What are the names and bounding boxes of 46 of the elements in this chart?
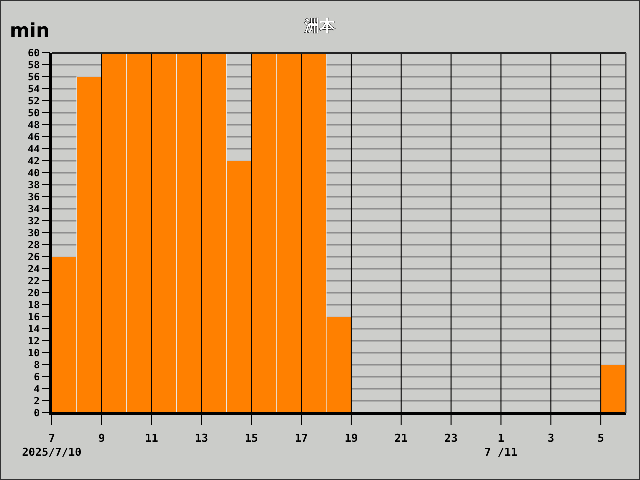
y-tick-label: 32 [28,216,40,228]
x-tick-label: 17 [294,432,308,445]
y-tick-label: 38 [28,180,40,192]
y-tick-label: 4 [34,384,40,396]
chart-title: 洲本 [304,17,336,35]
y-tick-label: 26 [28,252,40,264]
y-axis-title: min [10,20,50,42]
y-tick-label: 42 [28,156,40,168]
y-tick-label: 50 [28,108,40,120]
y-tick-label: 48 [28,120,40,132]
x-tick-label: 21 [394,432,408,445]
x-tick-label: 15 [245,432,258,445]
y-tick-label: 6 [34,372,40,384]
y-tick-label: 18 [28,300,40,312]
x-tick-label: 3 [548,432,554,445]
y-tick-label: 2 [34,396,40,408]
y-tick-label: 8 [34,360,40,372]
x-tick-label: 23 [444,432,458,445]
y-tick-label: 28 [28,240,40,252]
y-tick-label: 40 [28,168,40,180]
y-tick-label: 24 [28,264,40,276]
y-tick-label: 60 [28,48,40,60]
y-tick-label: 58 [28,60,40,72]
x-tick-label: 13 [195,432,208,445]
x-tick-label: 19 [344,432,358,445]
y-tick-label: 54 [28,84,40,96]
y-tick-label: 22 [28,276,40,288]
x-tick-label: 5 [598,432,604,445]
x-tick-label: 1 7 /11 [484,432,518,459]
y-tick-label: 12 [28,336,40,348]
y-tick-label: 46 [28,132,40,144]
y-tick-label: 14 [28,324,40,336]
y-tick-label: 10 [28,348,40,360]
y-tick-label: 56 [28,72,40,84]
y-tick-label: 52 [28,96,40,108]
y-tick-label: 20 [28,288,40,300]
y-tick-label: 34 [28,204,40,216]
x-tick-label: 11 [145,432,159,445]
x-tick-label: 7 2025/7/10 [22,432,82,459]
y-tick-label: 36 [28,192,40,204]
y-tick-label: 16 [28,312,40,324]
y-tick-label: 30 [28,228,40,240]
y-tick-label: 44 [28,144,40,156]
x-tick-label: 9 [98,432,106,445]
bar [600,364,626,414]
y-tick-label: 0 [34,408,40,420]
